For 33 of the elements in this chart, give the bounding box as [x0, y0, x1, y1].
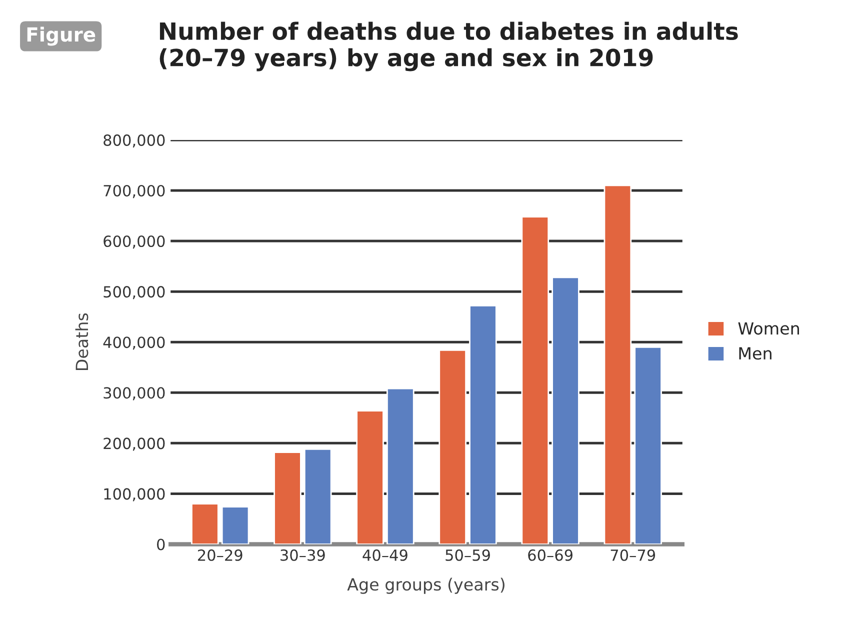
y-tick-label: 700,000: [104, 184, 165, 198]
bar: [552, 276, 580, 544]
bar: [604, 184, 632, 544]
x-tick-label: 40–49: [362, 549, 408, 561]
x-tick-label: 60–69: [528, 549, 573, 561]
text: Figure: [27, 26, 96, 46]
y-tick-label: 800,000: [104, 134, 165, 148]
y-tick-label: 600,000: [104, 235, 165, 249]
bar: [191, 503, 219, 544]
bar: [386, 388, 414, 544]
y-axis-title: Deaths: [75, 313, 88, 370]
bar: [304, 448, 332, 544]
bar: [438, 349, 466, 544]
x-tick-label: 50–59: [446, 549, 490, 561]
y-tick-label: 300,000: [104, 387, 165, 400]
legend-label: Men: [739, 347, 772, 360]
y-tick-label: 500,000: [104, 286, 165, 300]
x-axis-title: Age groups (years): [347, 578, 504, 594]
x-tick-label: 30–39: [280, 549, 325, 561]
legend-label: Women: [738, 322, 799, 335]
bar: [469, 305, 497, 544]
y-tick-label: 200,000: [104, 438, 165, 451]
y-tick-label: 0: [157, 538, 165, 550]
bar: [356, 410, 384, 544]
chart-title: Number of deaths due to diabetes in adults (20–79 years) by age and sex in 2019: [160, 22, 738, 72]
x-tick-label: 70–79: [610, 549, 656, 561]
bar: [521, 216, 550, 544]
bar: [634, 346, 662, 544]
y-tick-label: 400,000: [103, 336, 165, 350]
bar: [274, 452, 302, 544]
x-tick-label: 20–29: [198, 549, 242, 561]
y-tick-label: 100,000: [104, 488, 165, 502]
bar: [221, 506, 250, 544]
